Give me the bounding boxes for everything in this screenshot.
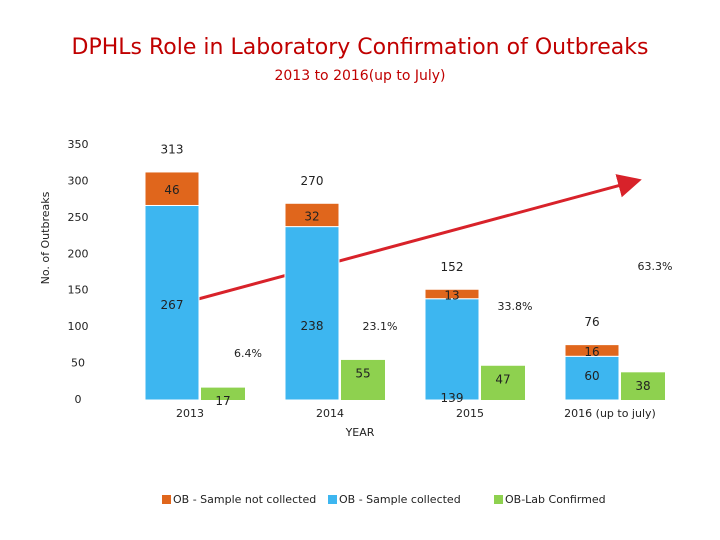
- chart-subtitle: 2013 to 2016(up to July): [274, 68, 445, 84]
- value-label: 38: [635, 379, 650, 393]
- value-label: 13: [444, 288, 459, 302]
- total-label: 313: [161, 142, 184, 156]
- y-tick-label: 100: [68, 320, 89, 333]
- bar: [201, 387, 245, 400]
- value-label: 238: [301, 319, 324, 333]
- total-label: 76: [584, 315, 599, 329]
- bar-segment: [144, 171, 200, 206]
- x-tick-label: 2015: [456, 407, 484, 420]
- value-label: 16: [584, 345, 599, 359]
- rate-label: 6.4%: [234, 347, 262, 360]
- legend-swatch: [162, 495, 171, 504]
- bar-segment: [564, 344, 620, 357]
- legend-label: OB - Sample not collected: [173, 493, 316, 506]
- legend-swatch: [328, 495, 337, 504]
- bar-segment: [284, 202, 340, 228]
- rate-label: 33.8%: [498, 300, 533, 313]
- x-tick-label: 2016 (up to july): [564, 407, 656, 420]
- value-label: 60: [584, 369, 599, 383]
- value-label: 46: [164, 183, 179, 197]
- value-label: 139: [441, 391, 464, 405]
- value-label: 267: [161, 298, 184, 312]
- y-axis-label: No. of Outbreaks: [39, 191, 52, 284]
- y-tick-label: 50: [71, 357, 85, 370]
- bar-segment: [144, 204, 200, 401]
- bar-segment: [424, 298, 480, 401]
- rate-label: 63.3%: [638, 260, 673, 273]
- y-tick-label: 0: [75, 393, 82, 406]
- bar: [621, 372, 665, 400]
- x-axis-label: YEAR: [345, 426, 375, 439]
- y-tick-label: 200: [68, 247, 89, 260]
- y-tick-label: 250: [68, 211, 89, 224]
- legend-swatch: [494, 495, 503, 504]
- legend-label: OB-Lab Confirmed: [505, 493, 606, 506]
- bar: [341, 359, 385, 400]
- y-tick-label: 300: [68, 174, 89, 187]
- trend-arrow: [149, 174, 642, 314]
- bar-segment: [284, 226, 340, 401]
- value-label: 55: [355, 366, 370, 380]
- bar: [481, 365, 525, 400]
- x-tick-label: 2013: [176, 407, 204, 420]
- total-label: 270: [301, 174, 324, 188]
- y-tick-label: 350: [68, 138, 89, 151]
- value-label: 17: [215, 394, 230, 408]
- legend-label: OB - Sample collected: [339, 493, 461, 506]
- y-tick-label: 150: [68, 284, 89, 297]
- value-label: 32: [304, 209, 319, 223]
- bar-segment: [424, 288, 480, 300]
- chart-title: DPHLs Role in Laboratory Confirmation of…: [72, 35, 649, 60]
- rate-label: 23.1%: [363, 320, 398, 333]
- x-tick-label: 2014: [316, 407, 344, 420]
- total-label: 152: [441, 260, 464, 274]
- value-label: 47: [495, 372, 510, 386]
